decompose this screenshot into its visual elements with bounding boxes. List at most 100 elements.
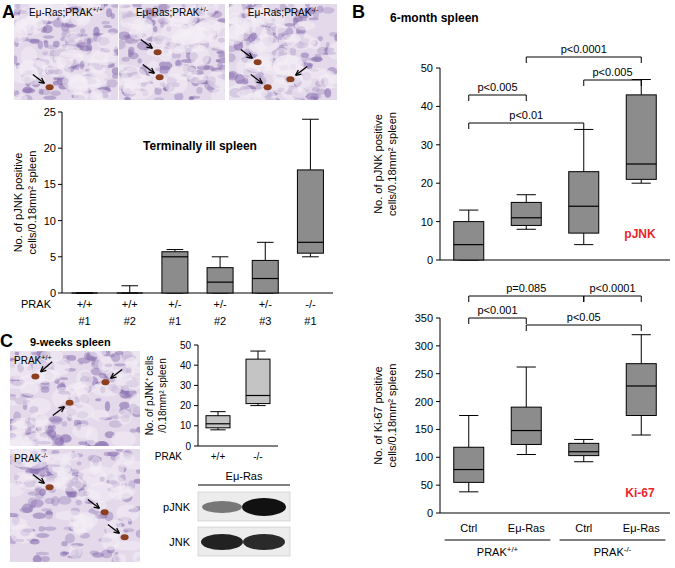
cell-nucleus xyxy=(33,555,42,562)
tissue-space xyxy=(62,452,79,461)
tissue-space xyxy=(69,545,82,559)
tissue-space xyxy=(72,515,87,536)
tissue-space xyxy=(10,396,33,405)
x-tick-sublabel: #1 xyxy=(304,315,316,327)
positive-cell xyxy=(156,74,164,80)
y-axis-title: /0.18mm² spleen xyxy=(157,358,168,432)
y-tick-label: 0 xyxy=(427,254,433,266)
arrow-head xyxy=(94,503,100,508)
cell-nucleus xyxy=(229,53,236,62)
tissue-space xyxy=(21,16,43,35)
x-axis-title: PRAK xyxy=(155,451,183,462)
cell-nucleus xyxy=(65,533,75,543)
cell-nucleus xyxy=(22,88,36,93)
y-tick xyxy=(58,220,62,221)
cell-nucleus xyxy=(106,8,112,17)
cell-nucleus xyxy=(59,377,68,380)
box xyxy=(511,202,541,225)
significance-bracket xyxy=(584,296,642,302)
y-tick xyxy=(194,345,198,346)
median xyxy=(454,244,484,245)
median xyxy=(511,217,541,218)
median xyxy=(162,256,188,257)
blot-background xyxy=(198,527,290,556)
significance-bracket xyxy=(469,296,584,302)
tissue-space xyxy=(116,504,139,521)
superscript: -/- xyxy=(311,5,318,14)
x-tick-label: -/- xyxy=(305,298,316,310)
y-tick-label: 5 xyxy=(50,251,56,263)
whisker-cap-high xyxy=(257,242,274,243)
whisker-cap-low xyxy=(632,435,651,436)
positive-cell xyxy=(264,84,272,90)
y-axis-title: cells/0.18mm² spleen xyxy=(26,151,38,255)
arrow-head xyxy=(39,78,45,83)
y-tick-label: 30 xyxy=(421,139,433,151)
y-tick-label: 40 xyxy=(180,360,192,371)
arrow-shaft xyxy=(143,65,155,74)
p-value: p<0.01 xyxy=(509,109,543,121)
cell-nucleus xyxy=(112,73,118,79)
arrow-shaft xyxy=(251,75,263,84)
y-tick xyxy=(436,401,440,402)
chart: 0510152025No. of pJNK positivecells/0.18… xyxy=(12,106,333,327)
box xyxy=(206,416,230,428)
y-tick-label: 20 xyxy=(180,400,192,411)
panel-title: 6-month spleen xyxy=(390,11,479,25)
superscript: -/- xyxy=(41,451,48,460)
arrow-head xyxy=(39,478,45,483)
cell-nucleus xyxy=(136,427,140,433)
cell-nucleus xyxy=(123,528,134,532)
cell-nucleus xyxy=(53,41,60,47)
whisker-cap-high xyxy=(632,334,651,335)
whisker-cap-high xyxy=(121,285,138,286)
arrow-shaft xyxy=(88,500,100,509)
cell-nucleus xyxy=(114,363,126,366)
whisker-low xyxy=(641,179,642,183)
box xyxy=(72,293,98,294)
cell-nucleus xyxy=(90,551,99,556)
blot-band xyxy=(202,501,242,513)
micrograph-label: PRAK-/- xyxy=(14,451,49,464)
box xyxy=(117,293,143,294)
cell-nucleus xyxy=(130,428,137,432)
cell-nucleus xyxy=(101,21,109,25)
tissue-space xyxy=(261,27,274,48)
arrow-shaft xyxy=(241,50,253,59)
cell-nucleus xyxy=(44,40,49,48)
y-tick xyxy=(194,385,198,386)
whisker-high xyxy=(583,439,584,443)
cell-nucleus xyxy=(33,512,46,518)
cell-nucleus xyxy=(109,354,116,357)
median xyxy=(626,385,656,386)
tissue-space xyxy=(98,356,114,374)
cell-nucleus xyxy=(15,4,20,9)
whisker-cap-low xyxy=(517,229,536,230)
tissue-space xyxy=(76,369,93,388)
cell-nucleus xyxy=(313,97,318,100)
x-tick-label: +/+ xyxy=(77,298,93,310)
y-tick-label: 150 xyxy=(415,423,433,435)
arrow-head xyxy=(41,366,47,372)
cell-nucleus xyxy=(51,434,62,444)
x-axis xyxy=(62,293,333,294)
group-label: PRAK-/- xyxy=(594,545,632,558)
tissue-space xyxy=(153,75,168,89)
cell-nucleus xyxy=(45,510,53,519)
y-tick xyxy=(436,513,440,514)
median xyxy=(117,292,143,293)
cell-nucleus xyxy=(322,7,335,14)
group-line xyxy=(560,540,666,541)
cell-nucleus xyxy=(136,530,140,538)
cell-nucleus xyxy=(111,4,118,8)
chart: 01020304050No. of pJNK positivecells/0.1… xyxy=(372,43,670,266)
tissue-space xyxy=(129,393,140,414)
tissue-space xyxy=(118,410,132,425)
x-tick-label: +/- xyxy=(168,298,181,310)
significance-bracket xyxy=(469,123,584,129)
median xyxy=(511,430,541,431)
whisker-cap-high xyxy=(210,411,225,412)
cell-nucleus xyxy=(45,511,52,515)
box xyxy=(569,443,599,455)
micrograph xyxy=(119,4,225,100)
